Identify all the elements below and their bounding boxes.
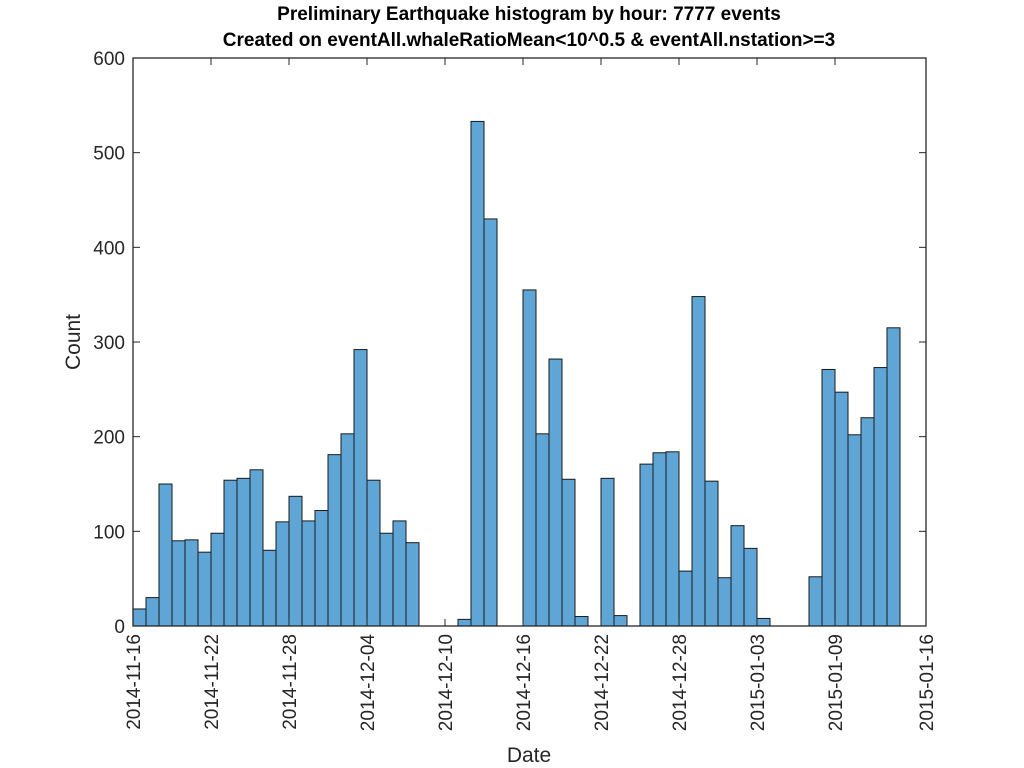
x-tick-label: 2014-11-16 bbox=[124, 634, 145, 730]
bars-group bbox=[132, 120, 901, 627]
histogram-bar bbox=[275, 521, 290, 627]
histogram-bar bbox=[548, 358, 563, 627]
y-axis: 0 100 200 300 400 500 600 bbox=[93, 49, 926, 638]
y-tick-label: 500 bbox=[93, 144, 125, 165]
histogram-bar bbox=[171, 540, 186, 627]
histogram-bar bbox=[197, 551, 212, 627]
histogram-bar bbox=[665, 451, 680, 627]
y-tick-label: 600 bbox=[93, 49, 125, 70]
chart-title: Preliminary Earthquake histogram by hour… bbox=[277, 4, 781, 25]
y-tick-label: 400 bbox=[93, 238, 125, 259]
histogram-bar bbox=[847, 434, 862, 627]
histogram-bar bbox=[392, 520, 407, 627]
histogram-bar bbox=[145, 597, 160, 627]
histogram-bar bbox=[600, 477, 615, 627]
x-tick-label: 2014-11-28 bbox=[280, 634, 301, 730]
histogram-bar bbox=[704, 480, 719, 627]
histogram-bar bbox=[561, 478, 576, 627]
y-tick-label: 0 bbox=[114, 617, 125, 638]
histogram-bar bbox=[210, 532, 225, 627]
x-axis: 2014-11-16 2014-11-22 2014-11-28 2014-12-04… bbox=[124, 58, 938, 731]
histogram-bar bbox=[158, 483, 173, 627]
histogram-bar bbox=[873, 367, 888, 627]
x-axis-label: Date bbox=[507, 744, 551, 767]
histogram-bar bbox=[691, 296, 706, 627]
x-tick-label: 2014-12-22 bbox=[592, 634, 613, 731]
histogram-bar bbox=[327, 454, 342, 627]
x-tick-label: 2015-01-09 bbox=[826, 634, 847, 731]
histogram-bar bbox=[717, 577, 732, 627]
histogram-bar bbox=[379, 532, 394, 627]
histogram-bar bbox=[639, 463, 654, 627]
histogram-bar bbox=[730, 525, 745, 627]
x-tick-label: 2014-12-28 bbox=[670, 634, 691, 731]
histogram-bar bbox=[535, 433, 550, 627]
histogram-bar bbox=[483, 218, 498, 627]
x-tick-label: 2015-01-16 bbox=[917, 634, 938, 731]
histogram-bar bbox=[821, 368, 836, 627]
y-tick-label: 300 bbox=[93, 333, 125, 354]
histogram-bar bbox=[886, 327, 901, 627]
histogram-bar bbox=[314, 510, 329, 627]
histogram-bar bbox=[522, 289, 537, 627]
x-tick-label: 2014-12-04 bbox=[358, 634, 379, 732]
histogram-bar bbox=[184, 539, 199, 627]
histogram-bar bbox=[249, 469, 264, 627]
histogram-bar bbox=[574, 616, 589, 627]
histogram-bar bbox=[288, 495, 303, 627]
histogram-bar bbox=[366, 479, 381, 627]
histogram-bar bbox=[860, 417, 875, 627]
histogram-bar bbox=[743, 547, 758, 627]
histogram-bar bbox=[353, 349, 368, 627]
histogram-bar bbox=[678, 570, 693, 627]
histogram-bar bbox=[340, 433, 355, 627]
histogram-bar bbox=[223, 479, 238, 627]
histogram-bar bbox=[470, 120, 485, 627]
x-tick-label: 2015-01-03 bbox=[748, 634, 769, 731]
histogram-bar bbox=[613, 615, 628, 627]
x-tick-label: 2014-11-22 bbox=[202, 634, 223, 730]
chart-subtitle: Created on eventAll.whaleRatioMean<10^0.… bbox=[223, 30, 835, 51]
histogram-bar bbox=[236, 477, 251, 627]
histogram-bar bbox=[457, 618, 472, 627]
histogram-bar bbox=[652, 452, 667, 627]
histogram-bar bbox=[132, 608, 147, 627]
histogram-bar bbox=[405, 542, 420, 627]
histogram-bar bbox=[262, 549, 277, 627]
y-tick-label: 100 bbox=[93, 522, 125, 543]
histogram-bar bbox=[808, 576, 823, 627]
y-axis-label: Count bbox=[62, 314, 85, 370]
x-tick-label: 2014-12-16 bbox=[514, 634, 535, 731]
histogram-bar bbox=[301, 520, 316, 627]
histogram-bar bbox=[834, 391, 849, 627]
histogram-bar bbox=[756, 617, 771, 627]
x-tick-label: 2014-12-10 bbox=[436, 634, 457, 731]
plot-frame bbox=[132, 57, 927, 627]
y-tick-label: 200 bbox=[93, 428, 125, 449]
